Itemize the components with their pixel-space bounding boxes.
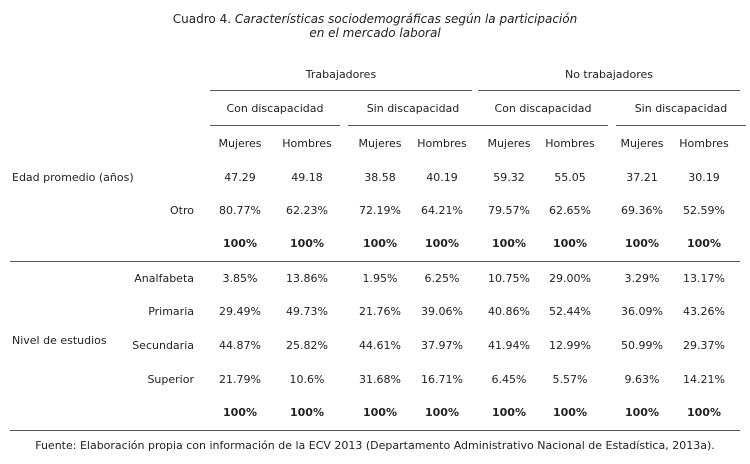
rule	[478, 90, 740, 91]
total-cell: 100%	[223, 237, 257, 250]
title-number: Cuadro 4.	[172, 12, 232, 26]
cell: 36.09%	[621, 305, 663, 318]
cell: 12.99%	[549, 339, 591, 352]
total-cell: 100%	[223, 406, 257, 419]
total-cell: 100%	[363, 406, 397, 419]
cell: 72.19%	[359, 204, 401, 217]
cell: 52.44%	[549, 305, 591, 318]
section-label: Nivel de estudios	[12, 334, 107, 347]
rule	[10, 430, 740, 431]
cell: 21.76%	[359, 305, 401, 318]
cell: 29.00%	[549, 272, 591, 285]
cell: 38.58	[364, 171, 396, 184]
total-cell: 100%	[553, 406, 587, 419]
rule	[10, 261, 740, 262]
cell: 29.37%	[683, 339, 725, 352]
total-cell: 100%	[363, 237, 397, 250]
cell: 13.17%	[683, 272, 725, 285]
column-header: Hombres	[282, 137, 332, 150]
cell: 3.85%	[222, 272, 258, 285]
row-label: Superior	[147, 373, 194, 386]
cell: 9.63%	[624, 373, 660, 386]
cell: 49.73%	[286, 305, 328, 318]
cell: 62.65%	[549, 204, 591, 217]
column-header: Hombres	[545, 137, 595, 150]
cell: 80.77%	[219, 204, 261, 217]
row-label: Secundaria	[132, 339, 194, 352]
cell: 55.05	[554, 171, 586, 184]
cell: 79.57%	[488, 204, 530, 217]
column-header: Hombres	[417, 137, 467, 150]
cell: 37.97%	[421, 339, 463, 352]
subgroup-header: Con discapacidad	[494, 102, 592, 115]
column-header: Mujeres	[620, 137, 664, 150]
cell: 44.61%	[359, 339, 401, 352]
rule	[210, 125, 340, 126]
total-cell: 100%	[553, 237, 587, 250]
title-line: Características sociodemográficas según …	[234, 12, 578, 26]
subgroup-header: Sin discapacidad	[634, 102, 728, 115]
cell: 25.82%	[286, 339, 328, 352]
column-header: Mujeres	[358, 137, 402, 150]
cell: 3.29%	[624, 272, 660, 285]
cell: 59.32	[493, 171, 525, 184]
cell: 13.86%	[286, 272, 328, 285]
group-header: No trabajadores	[564, 68, 654, 81]
cell: 44.87%	[219, 339, 261, 352]
cell: 31.68%	[359, 373, 401, 386]
source: Fuente: Elaboración propia con informaci…	[35, 439, 715, 452]
cell: 6.25%	[424, 272, 460, 285]
row-label: Otro	[170, 204, 194, 217]
subgroup-header: Con discapacidad	[226, 102, 324, 115]
cell: 39.06%	[421, 305, 463, 318]
total-cell: 100%	[687, 237, 721, 250]
cell: 43.26%	[683, 305, 725, 318]
cell: 41.94%	[488, 339, 530, 352]
cell: 5.57%	[552, 373, 588, 386]
row-label: Analfabeta	[134, 272, 194, 285]
title: Cuadro 4. Características sociodemográfi…	[0, 12, 750, 40]
subgroup-header: Sin discapacidad	[366, 102, 460, 115]
cell: 40.86%	[488, 305, 530, 318]
cell: 10.75%	[488, 272, 530, 285]
cell: 16.71%	[421, 373, 463, 386]
cell: 14.21%	[683, 373, 725, 386]
total-cell: 100%	[290, 237, 324, 250]
section-label: Edad promedio (años)	[12, 171, 134, 184]
group-header: Trabajadores	[305, 68, 377, 81]
cell: 37.21	[626, 171, 658, 184]
total-cell: 100%	[687, 406, 721, 419]
row-label: Primaria	[148, 305, 194, 318]
title-line: en el mercado laboral	[309, 26, 441, 40]
total-cell: 100%	[290, 406, 324, 419]
column-header: Hombres	[679, 137, 729, 150]
cell: 62.23%	[286, 204, 328, 217]
rule	[210, 90, 472, 91]
total-cell: 100%	[425, 406, 459, 419]
cell: 50.99%	[621, 339, 663, 352]
rule	[616, 125, 746, 126]
cell: 69.36%	[621, 204, 663, 217]
cell: 1.95%	[362, 272, 398, 285]
cell: 47.29	[224, 171, 256, 184]
column-header: Mujeres	[218, 137, 262, 150]
cell: 64.21%	[421, 204, 463, 217]
cell: 10.6%	[289, 373, 325, 386]
rule	[348, 125, 478, 126]
total-cell: 100%	[425, 237, 459, 250]
cell: 6.45%	[491, 373, 527, 386]
total-cell: 100%	[625, 237, 659, 250]
cell: 49.18	[291, 171, 323, 184]
rule	[478, 125, 608, 126]
cell: 29.49%	[219, 305, 261, 318]
cell: 30.19	[688, 171, 720, 184]
cell: 40.19	[426, 171, 458, 184]
total-cell: 100%	[492, 406, 526, 419]
cell: 21.79%	[219, 373, 261, 386]
column-header: Mujeres	[487, 137, 531, 150]
total-cell: 100%	[492, 237, 526, 250]
cell: 52.59%	[683, 204, 725, 217]
total-cell: 100%	[625, 406, 659, 419]
